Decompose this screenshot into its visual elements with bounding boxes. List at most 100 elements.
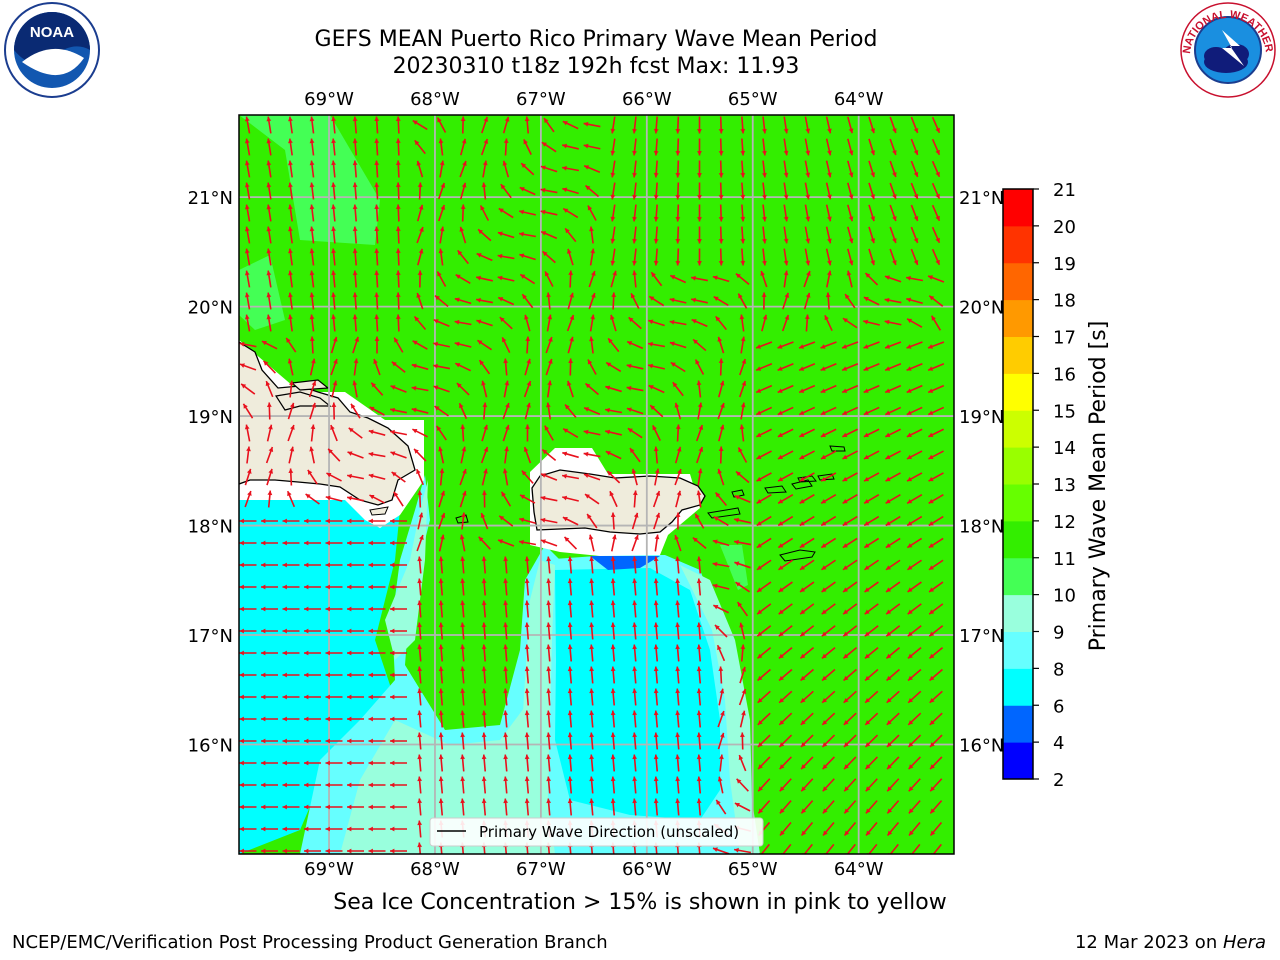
lat-tick-label: 16°N — [188, 736, 233, 757]
wave-direction-arrow — [244, 270, 251, 288]
wave-direction-arrow — [756, 603, 772, 615]
wave-direction-arrow — [610, 710, 616, 728]
wave-direction-arrow — [325, 672, 343, 678]
wave-direction-arrow — [417, 754, 423, 772]
wave-direction-arrow — [821, 581, 836, 593]
wave-direction-arrow — [546, 578, 552, 596]
wave-direction-arrow — [519, 517, 536, 524]
wave-direction-arrow — [348, 427, 363, 439]
wave-direction-arrow — [626, 407, 644, 415]
wave-direction-arrow — [820, 406, 837, 416]
wave-direction-arrow — [820, 537, 837, 549]
wave-direction-arrow — [239, 628, 257, 634]
wave-direction-arrow — [518, 539, 537, 546]
colorbar-swatch — [1003, 336, 1033, 374]
wave-direction-arrow — [842, 450, 858, 460]
wave-direction-arrow — [905, 275, 924, 282]
wave-direction-arrow — [261, 650, 278, 656]
wave-direction-arrow — [498, 515, 514, 527]
wave-direction-arrow — [756, 428, 772, 438]
wave-direction-arrow — [460, 204, 466, 222]
wave-direction-arrow — [715, 315, 727, 331]
wave-direction-arrow — [521, 293, 534, 309]
wave-direction-arrow — [783, 226, 789, 244]
wave-direction-arrow — [804, 116, 811, 134]
wave-direction-arrow — [325, 848, 343, 854]
wave-direction-arrow — [847, 138, 854, 156]
wave-direction-arrow — [756, 559, 772, 571]
wave-direction-arrow — [482, 402, 488, 420]
wave-direction-arrow — [568, 270, 574, 288]
wave-direction-arrow — [740, 226, 746, 244]
wave-direction-arrow — [841, 384, 859, 394]
wave-direction-arrow — [908, 800, 921, 814]
wave-direction-arrow — [675, 226, 681, 244]
wave-direction-arrow — [820, 515, 837, 527]
wave-direction-arrow — [804, 226, 811, 244]
wave-direction-arrow — [610, 116, 616, 134]
wave-direction-arrow — [778, 603, 793, 615]
wave-direction-arrow — [368, 628, 386, 634]
wave-direction-arrow — [799, 494, 815, 504]
wave-direction-arrow — [546, 314, 553, 332]
wave-direction-arrow — [309, 314, 315, 332]
wave-direction-arrow — [437, 182, 446, 200]
wave-direction-arrow — [777, 384, 794, 394]
wave-direction-arrow — [605, 429, 622, 436]
wave-direction-arrow — [756, 472, 772, 482]
wave-direction-arrow — [783, 182, 789, 200]
wave-direction-arrow — [584, 382, 600, 396]
wave-direction-arrow — [239, 518, 257, 524]
wave-direction-arrow — [821, 690, 836, 704]
wave-direction-arrow — [778, 734, 793, 748]
wave-direction-arrow — [713, 295, 729, 307]
wave-direction-arrow — [697, 182, 702, 200]
wave-direction-arrow — [456, 382, 470, 396]
wave-direction-arrow — [589, 798, 595, 816]
wave-direction-arrow — [481, 380, 488, 398]
wave-direction-arrow — [653, 138, 659, 156]
wave-direction-arrow — [544, 425, 554, 441]
wave-direction-arrow — [740, 248, 746, 266]
wave-direction-arrow — [626, 363, 644, 370]
wave-direction-arrow — [368, 760, 386, 766]
wave-direction-arrow — [782, 292, 790, 310]
wave-direction-arrow — [374, 204, 380, 222]
wave-direction-arrow — [696, 380, 702, 398]
wave-direction-arrow — [841, 363, 859, 371]
wave-direction-arrow — [907, 603, 922, 615]
wave-direction-arrow — [868, 160, 876, 178]
wave-direction-arrow — [910, 182, 919, 200]
wave-direction-arrow — [884, 384, 902, 394]
wave-direction-arrow — [481, 622, 487, 640]
wave-direction-arrow — [632, 490, 638, 508]
wave-direction-arrow — [331, 116, 336, 134]
wave-direction-arrow — [864, 603, 879, 615]
wave-direction-arrow — [799, 472, 815, 482]
wave-direction-arrow — [347, 848, 364, 854]
wave-direction-arrow — [756, 494, 772, 504]
wave-direction-arrow — [352, 116, 358, 134]
wave-direction-arrow — [844, 293, 856, 309]
wave-direction-arrow — [632, 688, 638, 706]
wave-direction-arrow — [282, 584, 300, 590]
wave-direction-arrow — [395, 138, 401, 156]
wave-direction-arrow — [889, 248, 897, 266]
wave-direction-arrow — [885, 581, 901, 593]
wave-direction-arrow — [542, 250, 556, 264]
wave-direction-arrow — [928, 537, 944, 549]
wave-direction-arrow — [503, 644, 509, 662]
wave-direction-arrow — [416, 204, 424, 222]
wave-direction-arrow — [864, 690, 879, 704]
wave-direction-arrow — [906, 494, 923, 504]
wave-direction-arrow — [482, 490, 487, 508]
wave-direction-arrow — [907, 712, 922, 726]
wave-direction-arrow — [567, 754, 573, 772]
wave-direction-arrow — [439, 468, 445, 486]
wave-direction-arrow — [309, 248, 315, 266]
wave-direction-arrow — [502, 424, 510, 442]
colorbar-tick-label: 19 — [1053, 254, 1076, 275]
wave-direction-arrow — [863, 384, 880, 394]
wave-direction-arrow — [761, 292, 767, 310]
wave-direction-arrow — [417, 732, 423, 750]
